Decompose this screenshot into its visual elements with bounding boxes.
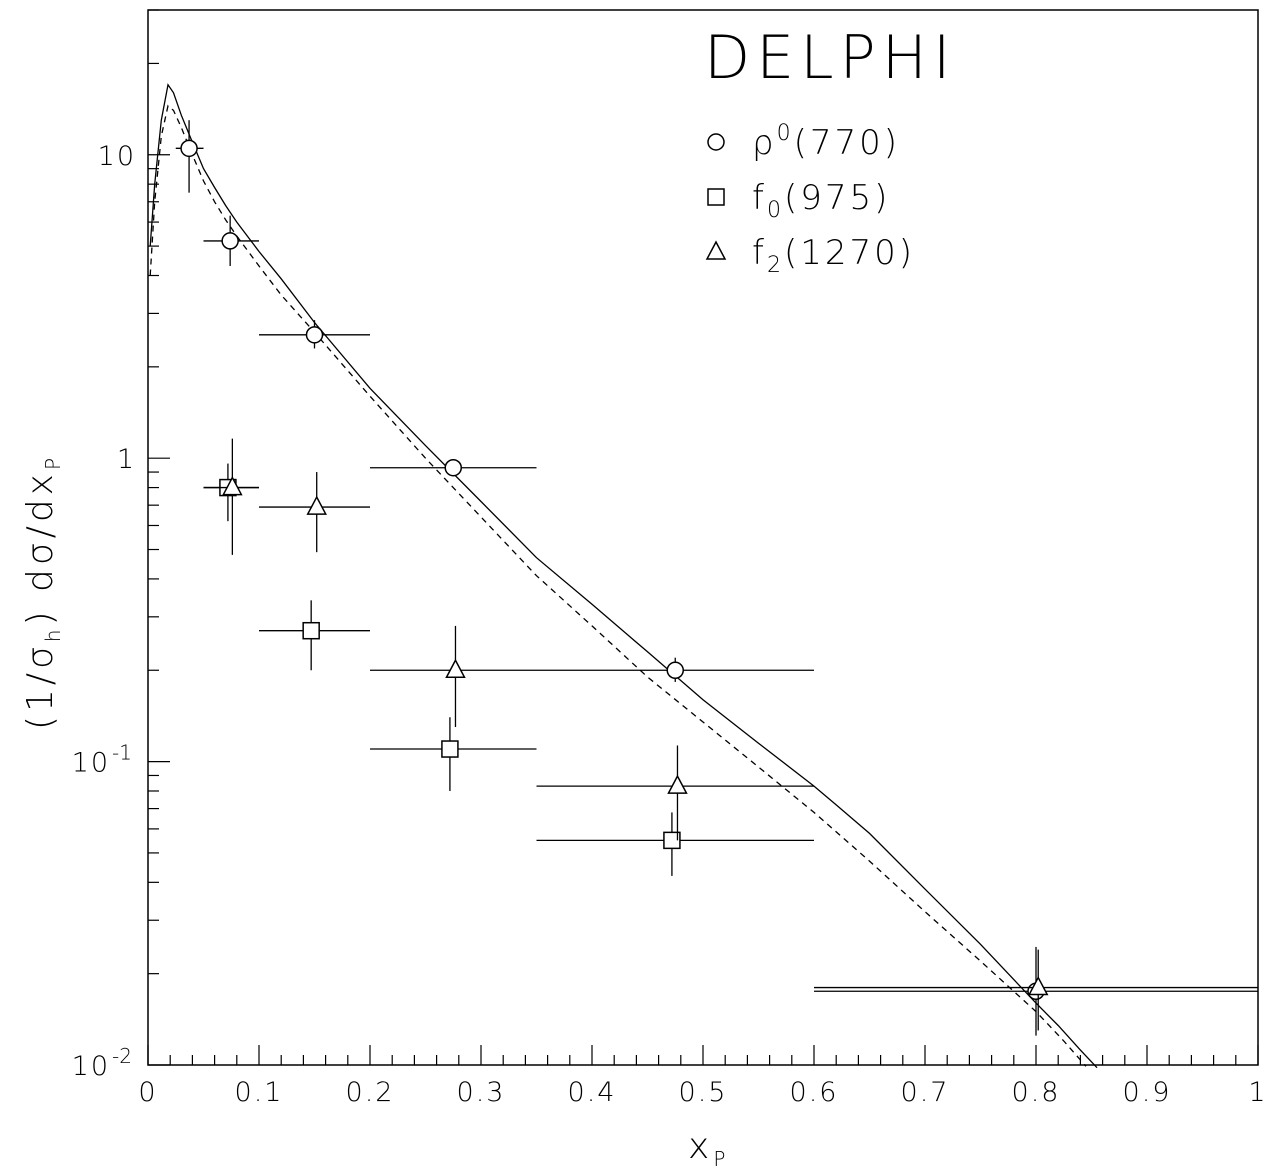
data-series [175, 120, 1258, 1036]
data-point-triangle [222, 475, 243, 496]
data-point-circle [666, 661, 684, 680]
y-tick-exponent: -2 [112, 1044, 132, 1068]
dashed-model-curve [149, 104, 1087, 1067]
y-tick-label: 10 [72, 748, 110, 779]
x-tick-label: 0 [138, 1077, 157, 1108]
data-point-circle [305, 326, 324, 344]
x-axis-label: xP [688, 1126, 729, 1171]
x-tick-label: 0.8 [1012, 1077, 1061, 1108]
y-tick-exponent: -1 [112, 741, 132, 765]
data-point-square [663, 831, 681, 850]
legend-circle-marker [707, 133, 725, 151]
chart-title: DELPHI [704, 23, 957, 93]
x-axis-ticks: 0 0.1 0.2 0.3 0.4 0.5 0.6 0.7 0.8 0.9 1 [138, 1045, 1266, 1108]
x-tick-label: 0.2 [346, 1077, 395, 1108]
data-point-triangle [445, 658, 466, 679]
data-point-square [441, 740, 459, 758]
data-point-circle [444, 458, 462, 477]
data-point-circle [221, 232, 239, 250]
x-tick-label: 0.1 [235, 1077, 284, 1108]
data-point-triangle [667, 774, 688, 794]
x-tick-label: 0.7 [901, 1077, 950, 1108]
x-tick-label: 0.6 [790, 1077, 839, 1108]
plot-frame [147, 9, 1259, 1066]
data-point-circle [180, 139, 198, 158]
solid-model-curve [149, 83, 1098, 1069]
legend-label: ρ0(770) [752, 121, 900, 163]
legend-label: f2(1270) [752, 233, 915, 278]
y-tick-label: 1 [117, 444, 136, 475]
legend-triangle-marker [705, 240, 727, 260]
data-point-triangle [1027, 975, 1049, 996]
y-tick-label: 10 [72, 1051, 110, 1082]
y-tick-label: 10 [98, 141, 136, 172]
legend: ρ0(770) f0(975) f2(1270) [705, 121, 915, 278]
data-point-square [302, 621, 320, 640]
series-square [203, 463, 814, 876]
series-triangle [203, 438, 1258, 1031]
x-tick-label: 1 [1248, 1077, 1266, 1108]
data-point-triangle [306, 495, 327, 515]
x-tick-label: 0.9 [1123, 1077, 1172, 1108]
x-tick-label: 0.4 [568, 1077, 617, 1108]
y-axis-label: (1/σh) dσ/dxP [20, 454, 65, 730]
legend-square-marker [707, 188, 725, 206]
model-curves [149, 83, 1098, 1069]
x-tick-label: 0.5 [679, 1077, 728, 1108]
legend-label: f0(975) [752, 178, 890, 223]
x-tick-label: 0.3 [457, 1077, 506, 1108]
